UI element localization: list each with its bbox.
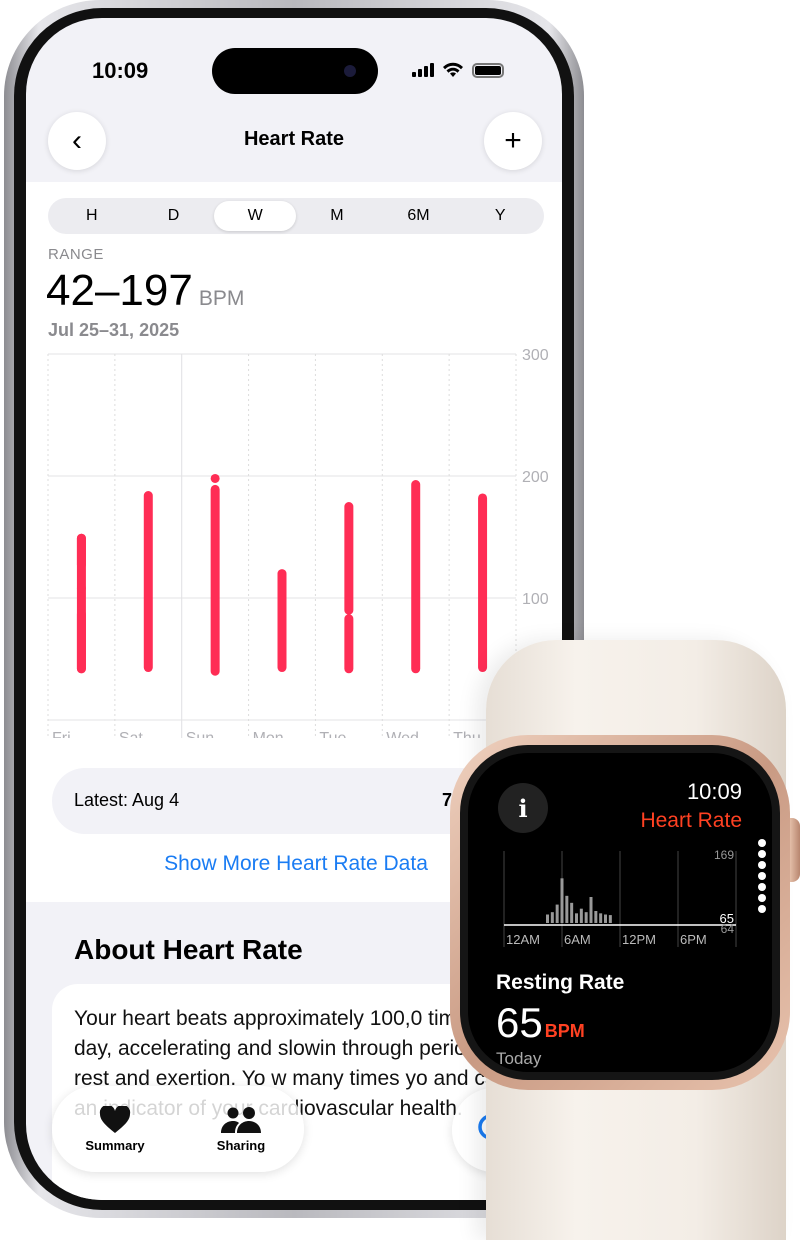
time-range-segmented-control: H D W M 6M Y <box>48 198 544 234</box>
heart-rate-range-chart[interactable]: 100 200 300 Fri Sat Sun Mon Tue Wed Thu <box>26 338 562 738</box>
range-label: RANGE <box>48 246 104 263</box>
tab-sharing-label: Sharing <box>216 1137 266 1153</box>
tab-bar: Summary Sharing <box>52 1086 304 1172</box>
watch-y-tick: 64 <box>721 922 735 936</box>
date-range: Jul 25–31, 2025 <box>48 320 180 340</box>
plus-icon: + <box>504 124 522 157</box>
segment-m[interactable]: M <box>330 207 344 224</box>
back-button[interactable]: ‹ <box>48 112 106 170</box>
iphone-screen: 10:09 ‹ Heart Rate + H D W M 6M Y RANGE 42–19… <box>26 18 562 1200</box>
range-unit: BPM <box>198 287 245 310</box>
camera-icon <box>344 65 356 77</box>
chevron-left-icon: ‹ <box>72 124 82 157</box>
y-tick-label: 100 <box>522 591 549 608</box>
heart-icon <box>99 1105 131 1133</box>
status-icons <box>412 62 504 78</box>
watch-title: Heart Rate <box>640 809 742 832</box>
page-title: Heart Rate <box>243 128 345 150</box>
segment-d[interactable]: D <box>167 207 180 224</box>
watch-y-tick: 169 <box>714 848 734 862</box>
segment-6m[interactable]: 6M <box>407 207 430 224</box>
watch-screen: i 10:09 Heart Rate 12AM 6AM 12PM 6PM 169 65 64… <box>460 745 780 1080</box>
dynamic-island <box>212 48 378 94</box>
resting-rate-value: 65 BPM <box>496 999 585 1047</box>
x-tick-label: Wed <box>386 730 419 738</box>
info-icon: i <box>518 793 528 823</box>
page-indicator <box>758 839 766 913</box>
battery-icon <box>472 62 504 78</box>
tab-sharing[interactable]: Sharing <box>178 1086 304 1172</box>
iphone: 10:09 ‹ Heart Rate + H D W M 6M Y RANGE 42–19… <box>4 0 584 1218</box>
add-data-button[interactable]: + <box>484 112 542 170</box>
watch-x-tick: 6PM <box>680 932 707 947</box>
watch-y-tick: 65 <box>720 911 734 926</box>
x-tick-label: Sat <box>119 730 144 738</box>
x-tick-label: Mon <box>253 730 284 738</box>
cellular-signal-icon <box>412 63 434 77</box>
range-number: 42–197 <box>46 266 193 315</box>
x-tick-label: Sun <box>186 730 214 738</box>
about-title: About Heart Rate <box>74 934 303 965</box>
x-tick-label: Tue <box>319 730 346 738</box>
x-tick-label: Thu <box>453 730 481 738</box>
latest-label: Latest: Aug 4 <box>74 790 180 810</box>
segment-w[interactable]: W <box>214 201 297 231</box>
people-icon <box>221 1106 261 1133</box>
resting-rate-label: Resting Rate <box>496 971 625 994</box>
segment-y[interactable]: Y <box>494 207 506 224</box>
watch-x-tick: 6AM <box>564 932 591 947</box>
x-tick-label: Fri <box>52 730 71 738</box>
watch-time: 10:09 <box>686 779 742 804</box>
resting-date: Today <box>496 1049 542 1068</box>
tab-summary[interactable]: Summary <box>52 1086 178 1172</box>
y-tick-label: 200 <box>522 469 549 486</box>
range-value: 42–197 BPM <box>46 266 244 316</box>
resting-unit: BPM <box>544 1021 585 1041</box>
resting-number: 65 <box>496 999 543 1046</box>
watch-x-tick: 12PM <box>622 932 656 947</box>
info-button[interactable]: i <box>498 783 548 833</box>
watch-x-tick: 12AM <box>506 932 540 947</box>
status-time: 10:09 <box>92 58 149 83</box>
y-tick-label: 300 <box>522 347 549 364</box>
wifi-icon <box>443 62 463 77</box>
segment-h[interactable]: H <box>86 207 98 224</box>
latest-value: 7 <box>442 790 453 810</box>
show-more-link[interactable]: Show More Heart Rate Data <box>164 852 428 875</box>
tab-summary-label: Summary <box>85 1137 145 1153</box>
